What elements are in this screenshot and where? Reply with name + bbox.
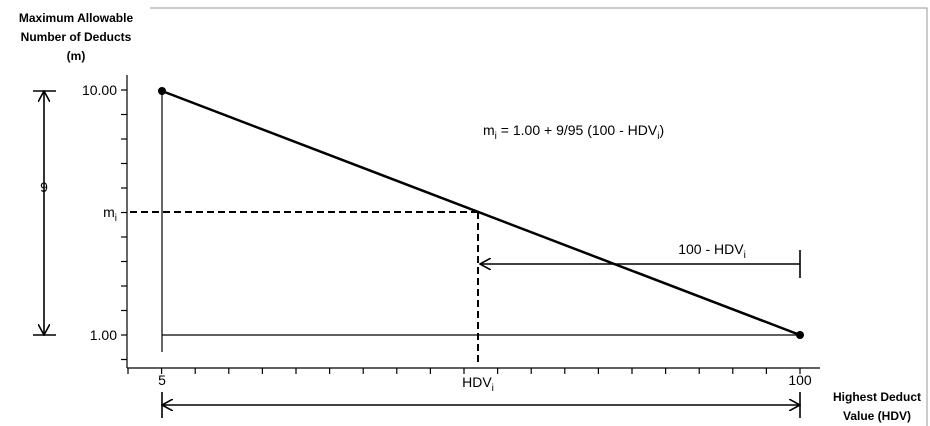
subscript: i xyxy=(744,250,746,261)
hdv-label: HDVi xyxy=(462,374,494,394)
x-label: 5 xyxy=(158,372,166,388)
mi-label: mi xyxy=(103,204,117,224)
text: 100 - HDV xyxy=(678,241,744,257)
text: = 1.00 + 9/95 (100 - HDV xyxy=(497,122,658,138)
subscript: i xyxy=(657,131,659,142)
axes xyxy=(121,75,820,374)
y-label: 1.00 xyxy=(90,327,117,343)
difference-label: 100 - HDVi xyxy=(678,241,746,261)
x-axis-title: Value (HDV) xyxy=(843,409,911,423)
frame xyxy=(150,7,928,426)
x-axis-title: Highest Deduct xyxy=(833,390,921,404)
y-axis-title: Number of Deducts xyxy=(21,30,132,44)
text: m xyxy=(483,122,495,138)
end-point xyxy=(796,331,804,339)
subscript: i xyxy=(492,383,494,394)
lines xyxy=(33,89,800,418)
y-axis-title: (m) xyxy=(67,49,86,63)
y-label: 10.00 xyxy=(82,82,117,98)
end-point xyxy=(158,87,166,95)
formula: mi = 1.00 + 9/95 (100 - HDVi) xyxy=(483,122,664,142)
text: m xyxy=(103,204,115,220)
text: ) xyxy=(659,122,664,138)
x-label: 100 xyxy=(788,372,812,388)
y-axis-title: Maximum Allowable xyxy=(19,11,134,25)
subscript: i xyxy=(115,213,117,224)
subscript: i xyxy=(495,131,497,142)
span-label: 9 xyxy=(40,179,48,195)
text: HDV xyxy=(462,374,492,390)
